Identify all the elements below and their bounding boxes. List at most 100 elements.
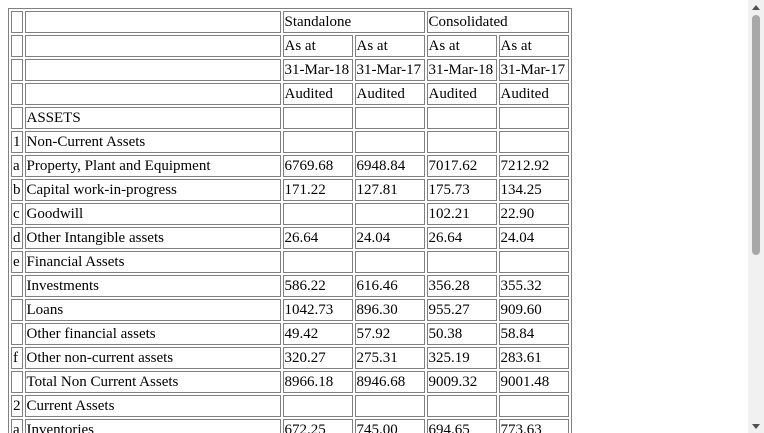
table-row: ASSETS — [11, 107, 569, 129]
row-index: 1 — [11, 131, 23, 153]
balance-sheet-table: Standalone Consolidated As at As at As a… — [8, 8, 572, 433]
table-row: a Property, Plant and Equipment 6769.68 694… — [11, 155, 569, 177]
consolidated-2018-value: 50.38 — [426, 323, 497, 345]
table-row: c Goodwill 102.21 22.90 — [11, 203, 569, 225]
header-standalone: Standalone — [282, 11, 425, 33]
standalone-2017-value — [354, 107, 425, 129]
standalone-2018-value: 171.22 — [282, 179, 353, 201]
standalone-2017-value — [354, 395, 425, 417]
header-cell: 31-Mar-17 — [498, 59, 569, 81]
row-index: b — [11, 179, 23, 201]
row-label: Other financial assets — [24, 323, 281, 345]
consolidated-2017-value: 58.84 — [498, 323, 569, 345]
consolidated-2017-value: 909.60 — [498, 299, 569, 321]
row-index — [11, 107, 23, 129]
consolidated-2018-value — [426, 395, 497, 417]
header-cell: As at — [426, 35, 497, 57]
row-label: Goodwill — [24, 203, 281, 225]
header-label-cell — [24, 11, 281, 33]
consolidated-2018-value: 175.73 — [426, 179, 497, 201]
row-index: c — [11, 203, 23, 225]
header-consolidated: Consolidated — [426, 11, 569, 33]
consolidated-2017-value: 134.25 — [498, 179, 569, 201]
consolidated-2018-value: 356.28 — [426, 275, 497, 297]
row-label: ASSETS — [24, 107, 281, 129]
consolidated-2017-value: 9001.48 — [498, 371, 569, 393]
header-row-group: Standalone Consolidated — [11, 11, 569, 33]
header-index-cell — [11, 83, 23, 105]
consolidated-2017-value — [498, 131, 569, 153]
header-label-cell — [24, 59, 281, 81]
header-index-cell — [11, 11, 23, 33]
header-label-cell — [24, 35, 281, 57]
consolidated-2018-value — [426, 131, 497, 153]
row-label: Inventories — [24, 419, 281, 433]
standalone-2018-value: 586.22 — [282, 275, 353, 297]
standalone-2017-value — [354, 131, 425, 153]
vertical-scrollbar[interactable] — [748, 0, 764, 433]
row-label: Total Non Current Assets — [24, 371, 281, 393]
consolidated-2018-value: 9009.32 — [426, 371, 497, 393]
triangle-down-icon — [752, 423, 760, 429]
row-index: a — [11, 155, 23, 177]
consolidated-2017-value: 24.04 — [498, 227, 569, 249]
header-cell: Audited — [426, 83, 497, 105]
scroll-up-button[interactable] — [748, 0, 764, 14]
row-index: 2 — [11, 395, 23, 417]
consolidated-2017-value — [498, 395, 569, 417]
standalone-2018-value: 6769.68 — [282, 155, 353, 177]
header-cell: As at — [282, 35, 353, 57]
row-label: Financial Assets — [24, 251, 281, 273]
header-cell: As at — [354, 35, 425, 57]
standalone-2018-value: 8966.18 — [282, 371, 353, 393]
consolidated-2017-value: 22.90 — [498, 203, 569, 225]
row-label: Current Assets — [24, 395, 281, 417]
standalone-2017-value: 616.46 — [354, 275, 425, 297]
table-row: d Other Intangible assets 26.64 24.04 26.64 2… — [11, 227, 569, 249]
consolidated-2017-value: 7212.92 — [498, 155, 569, 177]
standalone-2018-value — [282, 395, 353, 417]
header-cell: 31-Mar-17 — [354, 59, 425, 81]
consolidated-2018-value — [426, 251, 497, 273]
standalone-2017-value: 275.31 — [354, 347, 425, 369]
standalone-2018-value: 672.25 — [282, 419, 353, 433]
row-label: Non-Current Assets — [24, 131, 281, 153]
consolidated-2018-value: 26.64 — [426, 227, 497, 249]
consolidated-2018-value: 7017.62 — [426, 155, 497, 177]
consolidated-2017-value — [498, 107, 569, 129]
document-viewport: Standalone Consolidated As at As at As a… — [8, 8, 572, 433]
row-index: e — [11, 251, 23, 273]
standalone-2018-value — [282, 203, 353, 225]
row-label: Loans — [24, 299, 281, 321]
table-row: 2 Current Assets — [11, 395, 569, 417]
row-label: Property, Plant and Equipment — [24, 155, 281, 177]
table-row: 1 Non-Current Assets — [11, 131, 569, 153]
header-cell: 31-Mar-18 — [282, 59, 353, 81]
row-index: d — [11, 227, 23, 249]
table-row: a Inventories 672.25 745.00 694.65 773.63 — [11, 419, 569, 433]
header-cell: 31-Mar-18 — [426, 59, 497, 81]
header-index-cell — [11, 35, 23, 57]
standalone-2017-value — [354, 251, 425, 273]
standalone-2017-value — [354, 203, 425, 225]
consolidated-2018-value: 694.65 — [426, 419, 497, 433]
table-row: b Capital work-in-progress 171.22 127.81 175… — [11, 179, 569, 201]
standalone-2017-value: 896.30 — [354, 299, 425, 321]
table-row: Loans 1042.73 896.30 955.27 909.60 — [11, 299, 569, 321]
header-row-as-at: As at As at As at As at — [11, 35, 569, 57]
scroll-down-button[interactable] — [748, 419, 764, 433]
row-label: Other non-current assets — [24, 347, 281, 369]
table-row: f Other non-current assets 320.27 275.31 325… — [11, 347, 569, 369]
table-row: Other financial assets 49.42 57.92 50.38 58.… — [11, 323, 569, 345]
header-cell: Audited — [282, 83, 353, 105]
table-row: Total Non Current Assets 8966.18 8946.68 90… — [11, 371, 569, 393]
standalone-2017-value: 127.81 — [354, 179, 425, 201]
consolidated-2017-value: 773.63 — [498, 419, 569, 433]
triangle-up-icon — [752, 4, 760, 10]
consolidated-2018-value: 955.27 — [426, 299, 497, 321]
header-row-date: 31-Mar-18 31-Mar-17 31-Mar-18 31-Mar-17 — [11, 59, 569, 81]
scroll-thumb[interactable] — [752, 15, 760, 255]
table-row: Investments 586.22 616.46 356.28 355.32 — [11, 275, 569, 297]
row-label: Capital work-in-progress — [24, 179, 281, 201]
header-row-audited: Audited Audited Audited Audited — [11, 83, 569, 105]
